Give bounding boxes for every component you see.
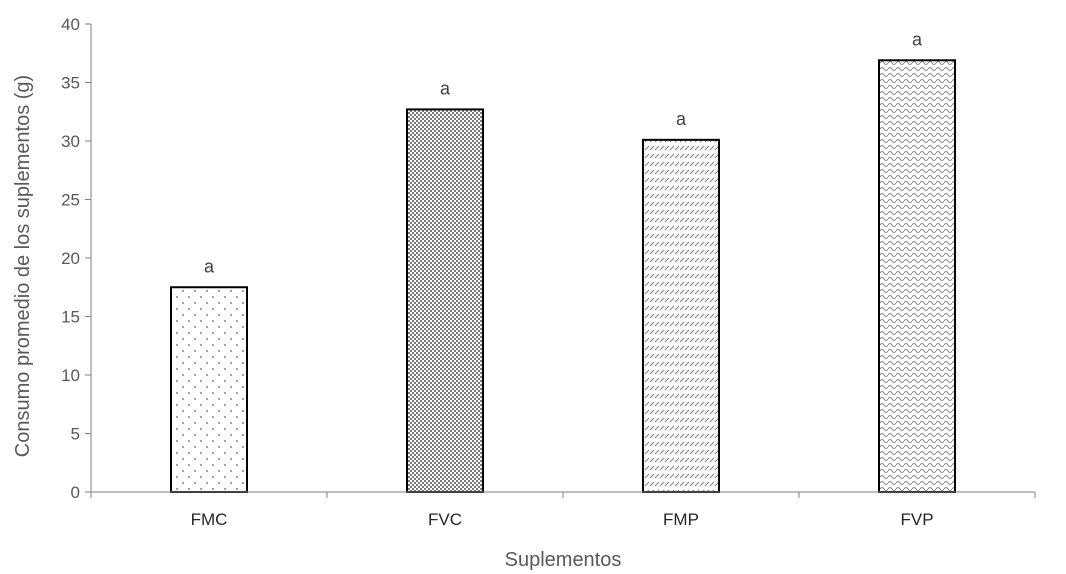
x-ticks-group: FMC FVC FMP FVP bbox=[90, 492, 1036, 529]
y-ticks-group: 0 5 10 15 20 25 30 35 40 bbox=[61, 15, 91, 502]
x-axis-title: Suplementos bbox=[505, 549, 622, 571]
y-tick-label: 25 bbox=[61, 191, 80, 210]
y-tick-label: 5 bbox=[71, 425, 80, 444]
x-tick-label-fmc: FMC bbox=[191, 510, 228, 529]
bar-fmc bbox=[170, 286, 248, 493]
y-tick-label: 0 bbox=[71, 483, 80, 502]
bar-fmp bbox=[642, 138, 720, 494]
data-label-fmc: a bbox=[204, 256, 215, 276]
x-tick-label-fvc: FVC bbox=[428, 510, 462, 529]
y-tick-label: 20 bbox=[61, 249, 80, 268]
x-tick-label-fmp: FMP bbox=[663, 510, 699, 529]
data-label-fmp: a bbox=[676, 109, 687, 129]
bar-fvp bbox=[878, 59, 956, 494]
y-tick-label: 10 bbox=[61, 366, 80, 385]
data-labels-group: a a a a bbox=[204, 29, 923, 276]
y-tick-label: 40 bbox=[61, 15, 80, 34]
y-axis-title: Consumo promedio de los suplementos (g) bbox=[12, 75, 34, 457]
y-tick-label: 35 bbox=[61, 74, 80, 93]
x-tick-label-fvp: FVP bbox=[900, 510, 933, 529]
data-label-fvc: a bbox=[440, 78, 451, 98]
bars-group bbox=[170, 59, 956, 494]
data-label-fvp: a bbox=[912, 29, 923, 49]
bar-fvc bbox=[406, 108, 484, 493]
y-tick-label: 30 bbox=[61, 132, 80, 151]
y-tick-label: 15 bbox=[61, 308, 80, 327]
